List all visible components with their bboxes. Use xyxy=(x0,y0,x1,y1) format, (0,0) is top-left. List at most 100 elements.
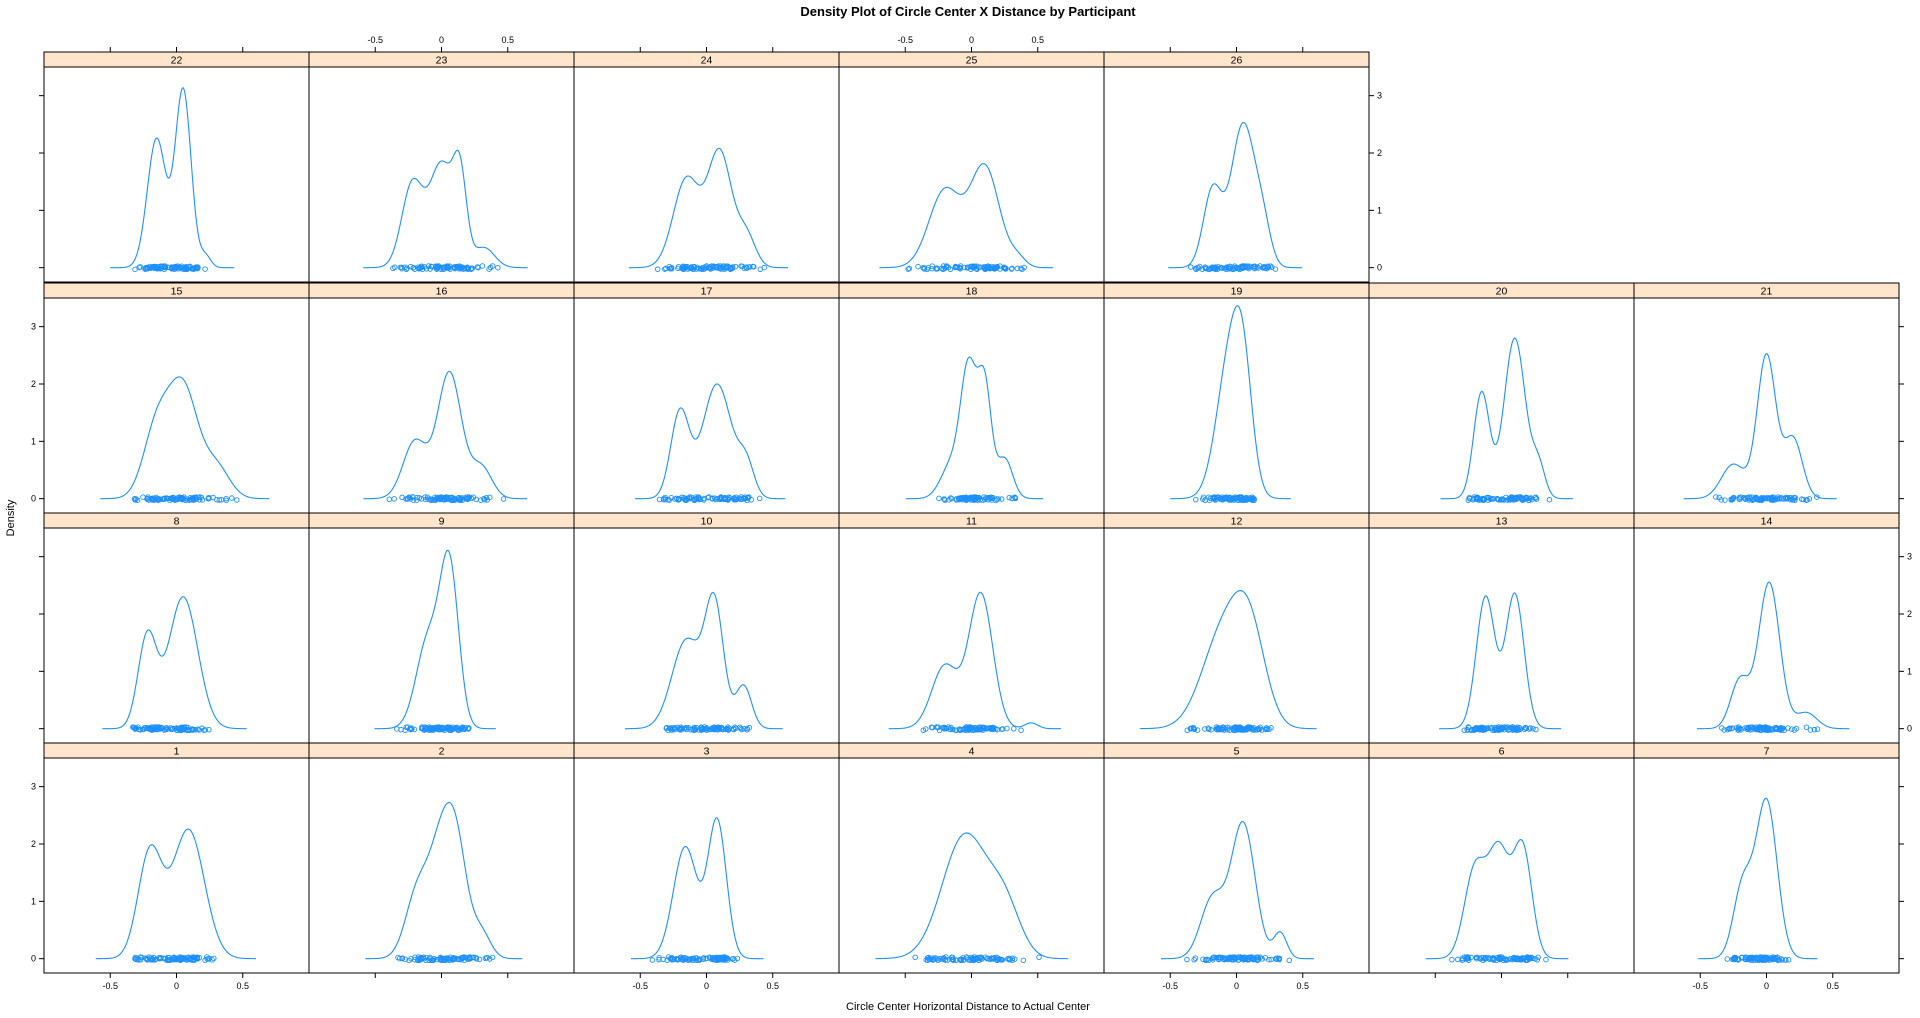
rug-point xyxy=(487,494,493,501)
rug-point xyxy=(1208,265,1214,272)
rug-point xyxy=(1746,955,1752,962)
rug-point xyxy=(981,494,987,500)
rug-point xyxy=(452,265,458,272)
rug-point xyxy=(1246,954,1253,961)
rug-point xyxy=(1811,726,1818,733)
rug-point xyxy=(158,725,165,731)
x-tick-label: 0 xyxy=(969,35,974,45)
rug-point xyxy=(133,496,139,502)
rug-point xyxy=(1746,494,1753,500)
rug-point xyxy=(1276,956,1282,963)
rug-point xyxy=(399,955,406,962)
rug-point xyxy=(1722,497,1728,503)
rug-point xyxy=(468,266,474,273)
strip-label-10: 10 xyxy=(701,516,713,528)
density-curve-13 xyxy=(1439,592,1562,730)
rug-point xyxy=(172,497,178,503)
rug-point xyxy=(1006,955,1012,962)
rug-point xyxy=(1257,263,1263,269)
rug-point xyxy=(950,956,956,963)
rug-point xyxy=(402,956,409,963)
rug-point xyxy=(416,265,422,272)
rug-point xyxy=(970,263,976,270)
rug-point xyxy=(745,495,751,501)
rug-point xyxy=(152,265,159,271)
rug-point xyxy=(1477,496,1484,503)
rug-point xyxy=(481,495,487,502)
panel-26: 26 0 1 2 3 xyxy=(1103,47,1382,283)
rug-point xyxy=(1476,955,1483,961)
y-tick-label: 2 xyxy=(31,839,36,849)
rug-point xyxy=(1766,957,1773,963)
rug-point xyxy=(1732,954,1739,961)
rug-point xyxy=(204,956,210,962)
rug-point xyxy=(1774,954,1781,960)
rug-point xyxy=(743,264,749,270)
rug-point xyxy=(1807,727,1814,733)
x-tick-label: 0.5 xyxy=(501,35,514,45)
rug-point xyxy=(1760,725,1767,732)
rug-point xyxy=(1211,264,1218,271)
rug-point xyxy=(1018,265,1024,271)
rug-point xyxy=(487,264,494,271)
rug-point xyxy=(946,497,952,503)
x-tick-label: 0 xyxy=(1764,981,1769,991)
rug-point xyxy=(926,956,932,962)
rug-point xyxy=(428,263,434,270)
rug-point xyxy=(738,726,745,733)
rug-point xyxy=(1221,496,1228,502)
rug-point xyxy=(706,954,713,960)
rug-point xyxy=(410,264,417,271)
rug-point xyxy=(998,956,1004,963)
rug-point xyxy=(940,266,946,273)
rug-point xyxy=(1730,494,1737,501)
rug-point xyxy=(948,495,955,502)
rug-point xyxy=(184,955,190,961)
rug-point xyxy=(149,264,156,271)
x-axis-label: Circle Center Horizontal Distance to Act… xyxy=(846,1001,1090,1013)
rug-point xyxy=(1188,725,1195,732)
rug-point xyxy=(685,725,692,731)
y-tick-label: 1 xyxy=(31,436,36,446)
rug-point xyxy=(190,494,197,501)
rug-point xyxy=(1729,725,1736,731)
density-curve-17 xyxy=(634,383,786,500)
rug-point xyxy=(1495,497,1502,503)
rug-point xyxy=(475,264,481,271)
strip-label-19: 19 xyxy=(1231,286,1243,298)
rug-point xyxy=(744,265,750,271)
rug-point xyxy=(134,497,141,503)
rug-point xyxy=(1203,957,1209,964)
rug-point xyxy=(414,494,420,501)
rug-point xyxy=(654,266,661,272)
rug-point xyxy=(1535,954,1541,961)
y-tick-label: 0 xyxy=(31,954,36,964)
y-tick-label: 0 xyxy=(31,494,36,504)
rug-point xyxy=(133,956,139,963)
rug-point xyxy=(1264,726,1270,732)
rug-point xyxy=(1236,726,1242,732)
rug-point xyxy=(178,954,184,961)
rug-point xyxy=(190,497,197,503)
rug-point xyxy=(725,727,732,733)
rug-point xyxy=(1732,955,1738,962)
rug-point xyxy=(1791,727,1798,733)
rug-point xyxy=(1479,725,1486,731)
rug-point xyxy=(720,955,726,962)
rug-point xyxy=(500,496,507,502)
rug-point xyxy=(150,954,157,961)
x-tick-label: 0.5 xyxy=(236,981,249,991)
rug-point xyxy=(202,266,208,272)
rug-point xyxy=(1530,725,1536,732)
strip-label-18: 18 xyxy=(966,286,978,298)
x-tick-label: -0.5 xyxy=(897,35,913,45)
rug-point xyxy=(923,957,929,963)
rug-point xyxy=(1788,726,1795,732)
rug-point xyxy=(667,955,674,962)
y-tick-label: 1 xyxy=(31,896,36,906)
rug-point xyxy=(465,495,472,502)
rug-point xyxy=(408,956,414,962)
rug-point xyxy=(489,954,496,961)
density-curve-11 xyxy=(888,591,1061,730)
panel-frame-14 xyxy=(1633,527,1900,744)
